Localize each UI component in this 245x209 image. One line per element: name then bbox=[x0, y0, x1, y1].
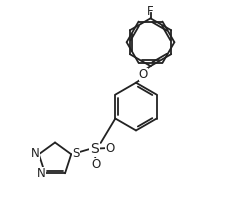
Text: S: S bbox=[72, 147, 79, 160]
Text: F: F bbox=[147, 5, 154, 18]
Text: O: O bbox=[105, 142, 115, 155]
Text: N: N bbox=[37, 167, 46, 180]
Text: O: O bbox=[139, 68, 148, 81]
Text: N: N bbox=[31, 147, 39, 160]
Text: O: O bbox=[91, 158, 100, 171]
Text: S: S bbox=[90, 142, 99, 156]
